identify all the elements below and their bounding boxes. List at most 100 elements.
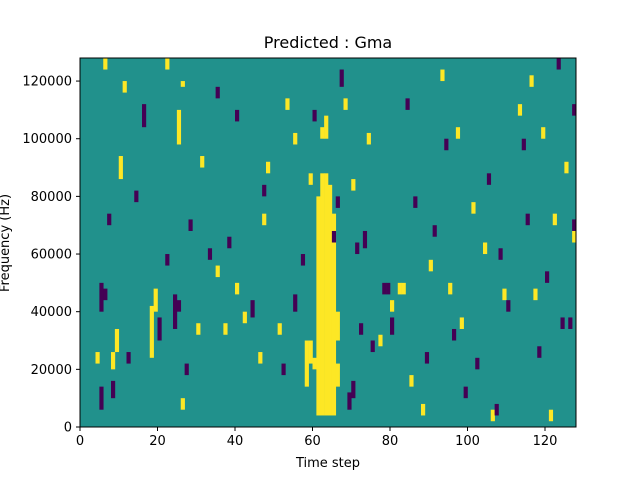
heatmap-cell xyxy=(215,86,220,99)
heatmap-cell xyxy=(351,380,356,399)
heatmap-cell xyxy=(118,156,123,180)
y-tick-label: 100000 xyxy=(22,132,72,147)
heatmap-cell xyxy=(397,282,402,295)
x-tick-label: 100 xyxy=(455,434,480,449)
heatmap-cell xyxy=(324,173,329,416)
heatmap-cell xyxy=(424,352,430,364)
heatmap-cell xyxy=(359,323,364,335)
heatmap-cell xyxy=(176,109,182,145)
heatmap-cell xyxy=(343,98,348,110)
heatmap-cell xyxy=(545,271,550,283)
heatmap-cell xyxy=(262,213,267,226)
heatmap-cell xyxy=(463,386,468,399)
plot-frame xyxy=(79,57,577,428)
heatmap-cell xyxy=(351,179,356,191)
heatmap-cell xyxy=(572,230,577,243)
heatmap-cell xyxy=(572,104,577,116)
heatmap-cell xyxy=(250,300,255,318)
heatmap-cell xyxy=(455,127,461,139)
x-tick-label: 0 xyxy=(76,434,84,449)
heatmap-cell xyxy=(556,58,561,70)
heatmap-cell xyxy=(285,98,290,110)
heatmap-cell xyxy=(308,173,313,185)
heatmap-cell xyxy=(173,294,178,329)
heatmap-cell xyxy=(390,317,395,335)
heatmap-cell xyxy=(386,282,391,295)
heatmap-cell xyxy=(107,213,112,226)
heatmap-cell xyxy=(180,81,185,87)
y-tick-label: 60000 xyxy=(31,248,72,263)
y-tick-label: 40000 xyxy=(31,305,72,320)
heatmap-cell xyxy=(335,196,340,208)
heatmap-cell xyxy=(517,104,523,116)
heatmap-cell xyxy=(122,81,127,93)
heatmap-cell xyxy=(277,323,282,335)
heatmap-cell xyxy=(366,132,371,145)
heatmap-cell xyxy=(324,115,329,139)
heatmap-cell xyxy=(258,352,263,364)
heatmap-cell xyxy=(339,69,344,87)
heatmap-cell xyxy=(370,340,375,353)
heatmap-cell xyxy=(111,380,116,399)
heatmap-cell xyxy=(320,173,325,416)
heatmap-cell xyxy=(475,357,480,370)
heatmap-cell xyxy=(413,196,418,208)
heatmap-cell xyxy=(572,219,577,231)
heatmap-cell xyxy=(176,300,182,312)
y-tick-label: 120000 xyxy=(22,75,72,90)
heatmap-cell xyxy=(390,300,395,312)
heatmap-cell xyxy=(521,138,526,151)
x-axis-label: Time step xyxy=(295,456,360,471)
heatmap-cell xyxy=(165,254,170,266)
heatmap-cell xyxy=(502,288,507,301)
y-tick-label: 80000 xyxy=(31,190,72,205)
heatmap-cell xyxy=(184,363,189,376)
heatmap-cell xyxy=(304,340,309,387)
heatmap-cell xyxy=(308,340,313,364)
heatmap-cell xyxy=(490,409,495,422)
heatmap-cell xyxy=(293,294,298,312)
heatmap-cell xyxy=(99,282,104,312)
heatmap-cell xyxy=(196,323,201,335)
heatmap-cell xyxy=(188,219,193,231)
heatmap-cell xyxy=(548,409,554,422)
heatmap-cell xyxy=(347,392,352,410)
heatmap-cell xyxy=(506,300,511,312)
heatmap-cell xyxy=(401,282,406,295)
heatmap-cell xyxy=(312,109,317,122)
heatmap-cell xyxy=(235,109,240,122)
heatmap-cell xyxy=(227,236,232,249)
heatmap-cell xyxy=(235,282,240,295)
heatmap-cell xyxy=(440,69,445,82)
heatmap-cell xyxy=(541,127,546,139)
heatmap-cell xyxy=(153,288,158,312)
heatmap-cell xyxy=(300,254,306,266)
heatmap-cell xyxy=(242,311,247,324)
heatmap-cell xyxy=(142,104,147,128)
x-tick-label: 120 xyxy=(533,434,558,449)
heatmap-cell xyxy=(103,58,108,70)
heatmap-cell xyxy=(529,75,534,87)
chart-title: Predicted : Gma xyxy=(264,33,392,52)
heatmap-cell xyxy=(498,248,503,260)
heatmap-cell xyxy=(378,334,383,347)
x-axis: 0 20 40 60 80 100 120 xyxy=(76,427,558,449)
heatmap-cell xyxy=(316,196,321,416)
x-tick-label: 60 xyxy=(304,434,321,449)
heatmap-cell xyxy=(568,317,573,329)
heatmap-cell xyxy=(293,132,298,145)
heatmap-cell xyxy=(111,352,116,370)
x-tick-label: 80 xyxy=(382,434,399,449)
heatmap-cell xyxy=(421,403,426,416)
heatmap-cell xyxy=(331,230,337,243)
y-tick-label: 0 xyxy=(64,421,72,436)
heatmap-cell xyxy=(486,173,492,185)
heatmap-cell xyxy=(114,328,120,353)
x-tick-label: 20 xyxy=(149,434,166,449)
y-tick-label: 20000 xyxy=(31,363,72,378)
heatmap-cell xyxy=(312,357,317,370)
heatmap-cell xyxy=(564,161,569,174)
heatmap-cell xyxy=(494,403,499,416)
heatmap-cell xyxy=(444,138,449,151)
heatmap-cell xyxy=(215,265,220,278)
